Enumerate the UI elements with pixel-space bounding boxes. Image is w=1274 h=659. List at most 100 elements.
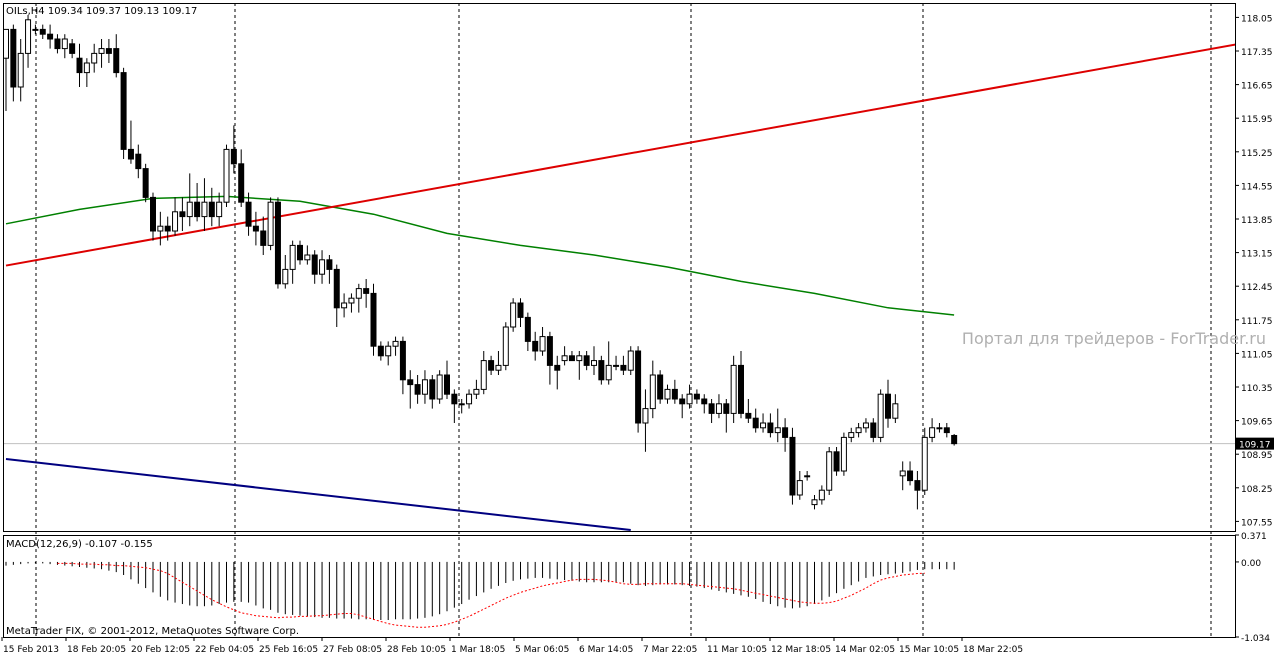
candlestick-series[interactable]	[3, 15, 958, 510]
candle[interactable]	[91, 43, 98, 73]
candle[interactable]	[297, 240, 303, 265]
candle[interactable]	[223, 144, 230, 207]
candle[interactable]	[921, 427, 928, 495]
candle[interactable]	[532, 331, 539, 361]
candle[interactable]	[877, 389, 884, 443]
candle[interactable]	[267, 197, 274, 251]
candle[interactable]	[745, 399, 752, 423]
candle[interactable]	[892, 394, 899, 423]
candle[interactable]	[61, 34, 68, 59]
candle[interactable]	[826, 447, 833, 495]
candle[interactable]	[444, 360, 450, 399]
candle[interactable]	[789, 427, 796, 505]
candle[interactable]	[627, 346, 634, 375]
candle[interactable]	[10, 24, 17, 102]
candle[interactable]	[782, 418, 789, 452]
candle[interactable]	[458, 399, 465, 414]
candle[interactable]	[833, 447, 840, 476]
candle[interactable]	[333, 264, 340, 327]
candle[interactable]	[679, 394, 686, 419]
candle[interactable]	[32, 24, 39, 35]
candle[interactable]	[730, 355, 737, 423]
candle[interactable]	[738, 351, 744, 419]
candle[interactable]	[686, 384, 693, 409]
candle[interactable]	[517, 298, 524, 327]
candle[interactable]	[613, 355, 620, 371]
candle[interactable]	[914, 471, 921, 510]
candle[interactable]	[936, 423, 943, 433]
candle[interactable]	[83, 58, 90, 87]
candle[interactable]	[546, 331, 553, 385]
candle[interactable]	[591, 346, 597, 375]
candle[interactable]	[238, 149, 245, 207]
candle[interactable]	[561, 346, 568, 366]
candle[interactable]	[194, 183, 201, 222]
candle[interactable]	[583, 351, 590, 371]
candle[interactable]	[804, 471, 811, 481]
candle[interactable]	[54, 34, 61, 54]
candle[interactable]	[69, 39, 76, 59]
candle[interactable]	[649, 360, 656, 419]
candle[interactable]	[311, 250, 318, 284]
candle[interactable]	[127, 120, 134, 164]
candle[interactable]	[811, 495, 818, 510]
candle[interactable]	[715, 394, 722, 419]
candle[interactable]	[855, 423, 862, 438]
candle[interactable]	[796, 471, 803, 500]
candle[interactable]	[76, 43, 83, 87]
candle[interactable]	[605, 341, 612, 385]
candle[interactable]	[539, 327, 546, 356]
candle[interactable]	[701, 394, 708, 414]
candle[interactable]	[767, 413, 774, 438]
candle[interactable]	[377, 341, 384, 361]
candle[interactable]	[885, 379, 891, 428]
candle[interactable]	[47, 24, 54, 49]
candle[interactable]	[752, 408, 759, 433]
candle[interactable]	[951, 434, 958, 446]
candle[interactable]	[186, 173, 193, 227]
candle[interactable]	[98, 39, 105, 68]
candle[interactable]	[216, 192, 223, 227]
trendlines[interactable]	[5, 41, 1256, 531]
candle[interactable]	[671, 379, 678, 404]
candle[interactable]	[113, 34, 120, 78]
candle[interactable]	[25, 15, 32, 68]
candle[interactable]	[436, 370, 443, 404]
candle[interactable]	[524, 312, 531, 351]
candle[interactable]	[510, 298, 517, 332]
candle[interactable]	[760, 413, 767, 433]
candle[interactable]	[723, 399, 730, 433]
candle[interactable]	[421, 370, 428, 404]
candle[interactable]	[429, 375, 436, 409]
candle[interactable]	[172, 197, 179, 236]
candle[interactable]	[407, 370, 414, 409]
candle[interactable]	[635, 346, 642, 433]
candle[interactable]	[664, 384, 671, 404]
candle[interactable]	[348, 293, 355, 313]
candle[interactable]	[576, 351, 583, 380]
candle[interactable]	[355, 283, 362, 313]
candle[interactable]	[370, 283, 377, 356]
candle[interactable]	[252, 211, 259, 246]
candle[interactable]	[289, 240, 296, 284]
candle[interactable]	[620, 355, 627, 375]
candle[interactable]	[341, 293, 348, 318]
candle[interactable]	[480, 351, 487, 395]
candle[interactable]	[363, 279, 370, 308]
candle[interactable]	[17, 39, 24, 102]
candle[interactable]	[502, 322, 509, 371]
candle[interactable]	[473, 379, 480, 399]
candle[interactable]	[274, 197, 281, 289]
candle[interactable]	[495, 351, 502, 375]
candle[interactable]	[943, 423, 950, 438]
candle[interactable]	[319, 250, 326, 284]
candle[interactable]	[907, 461, 914, 486]
candle[interactable]	[708, 399, 715, 423]
candle[interactable]	[157, 211, 164, 246]
candle[interactable]	[230, 125, 237, 174]
candle[interactable]	[870, 418, 877, 443]
candle[interactable]	[598, 355, 605, 385]
candle[interactable]	[642, 389, 649, 452]
